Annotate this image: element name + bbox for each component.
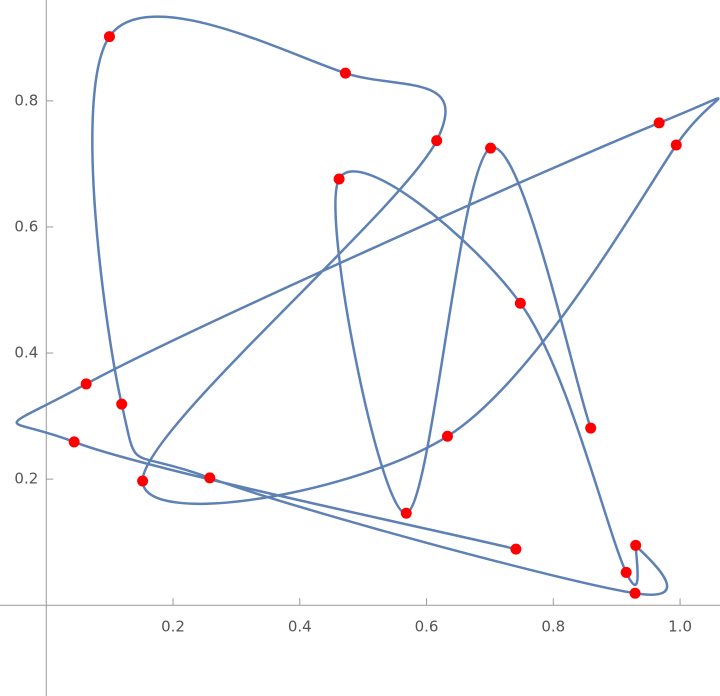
point xyxy=(585,422,597,434)
point xyxy=(670,139,682,151)
point xyxy=(400,507,412,519)
point xyxy=(80,378,92,390)
point xyxy=(116,398,128,410)
y-tick-label: 0.4 xyxy=(14,344,38,362)
point xyxy=(137,475,149,487)
y-tick-label: 0.8 xyxy=(14,91,38,109)
point xyxy=(629,587,641,599)
point xyxy=(339,67,351,79)
x-tick-label: 0.4 xyxy=(288,618,312,636)
x-tick-label: 0.2 xyxy=(161,618,185,636)
x-tick-label: 0.8 xyxy=(541,618,565,636)
point xyxy=(514,297,526,309)
x-tick-label: 0.6 xyxy=(415,618,439,636)
point xyxy=(485,142,497,154)
point xyxy=(431,135,443,147)
point xyxy=(68,436,80,448)
point xyxy=(333,173,345,185)
point xyxy=(620,566,632,578)
point xyxy=(103,31,115,43)
point xyxy=(653,117,665,129)
point xyxy=(630,539,642,551)
point xyxy=(204,472,216,484)
y-tick-label: 0.6 xyxy=(14,217,38,235)
curve xyxy=(15,15,720,596)
x-tick-label: 1.0 xyxy=(668,618,692,636)
y-tick-label: 0.2 xyxy=(14,470,38,488)
point xyxy=(510,543,522,555)
point xyxy=(441,430,453,442)
